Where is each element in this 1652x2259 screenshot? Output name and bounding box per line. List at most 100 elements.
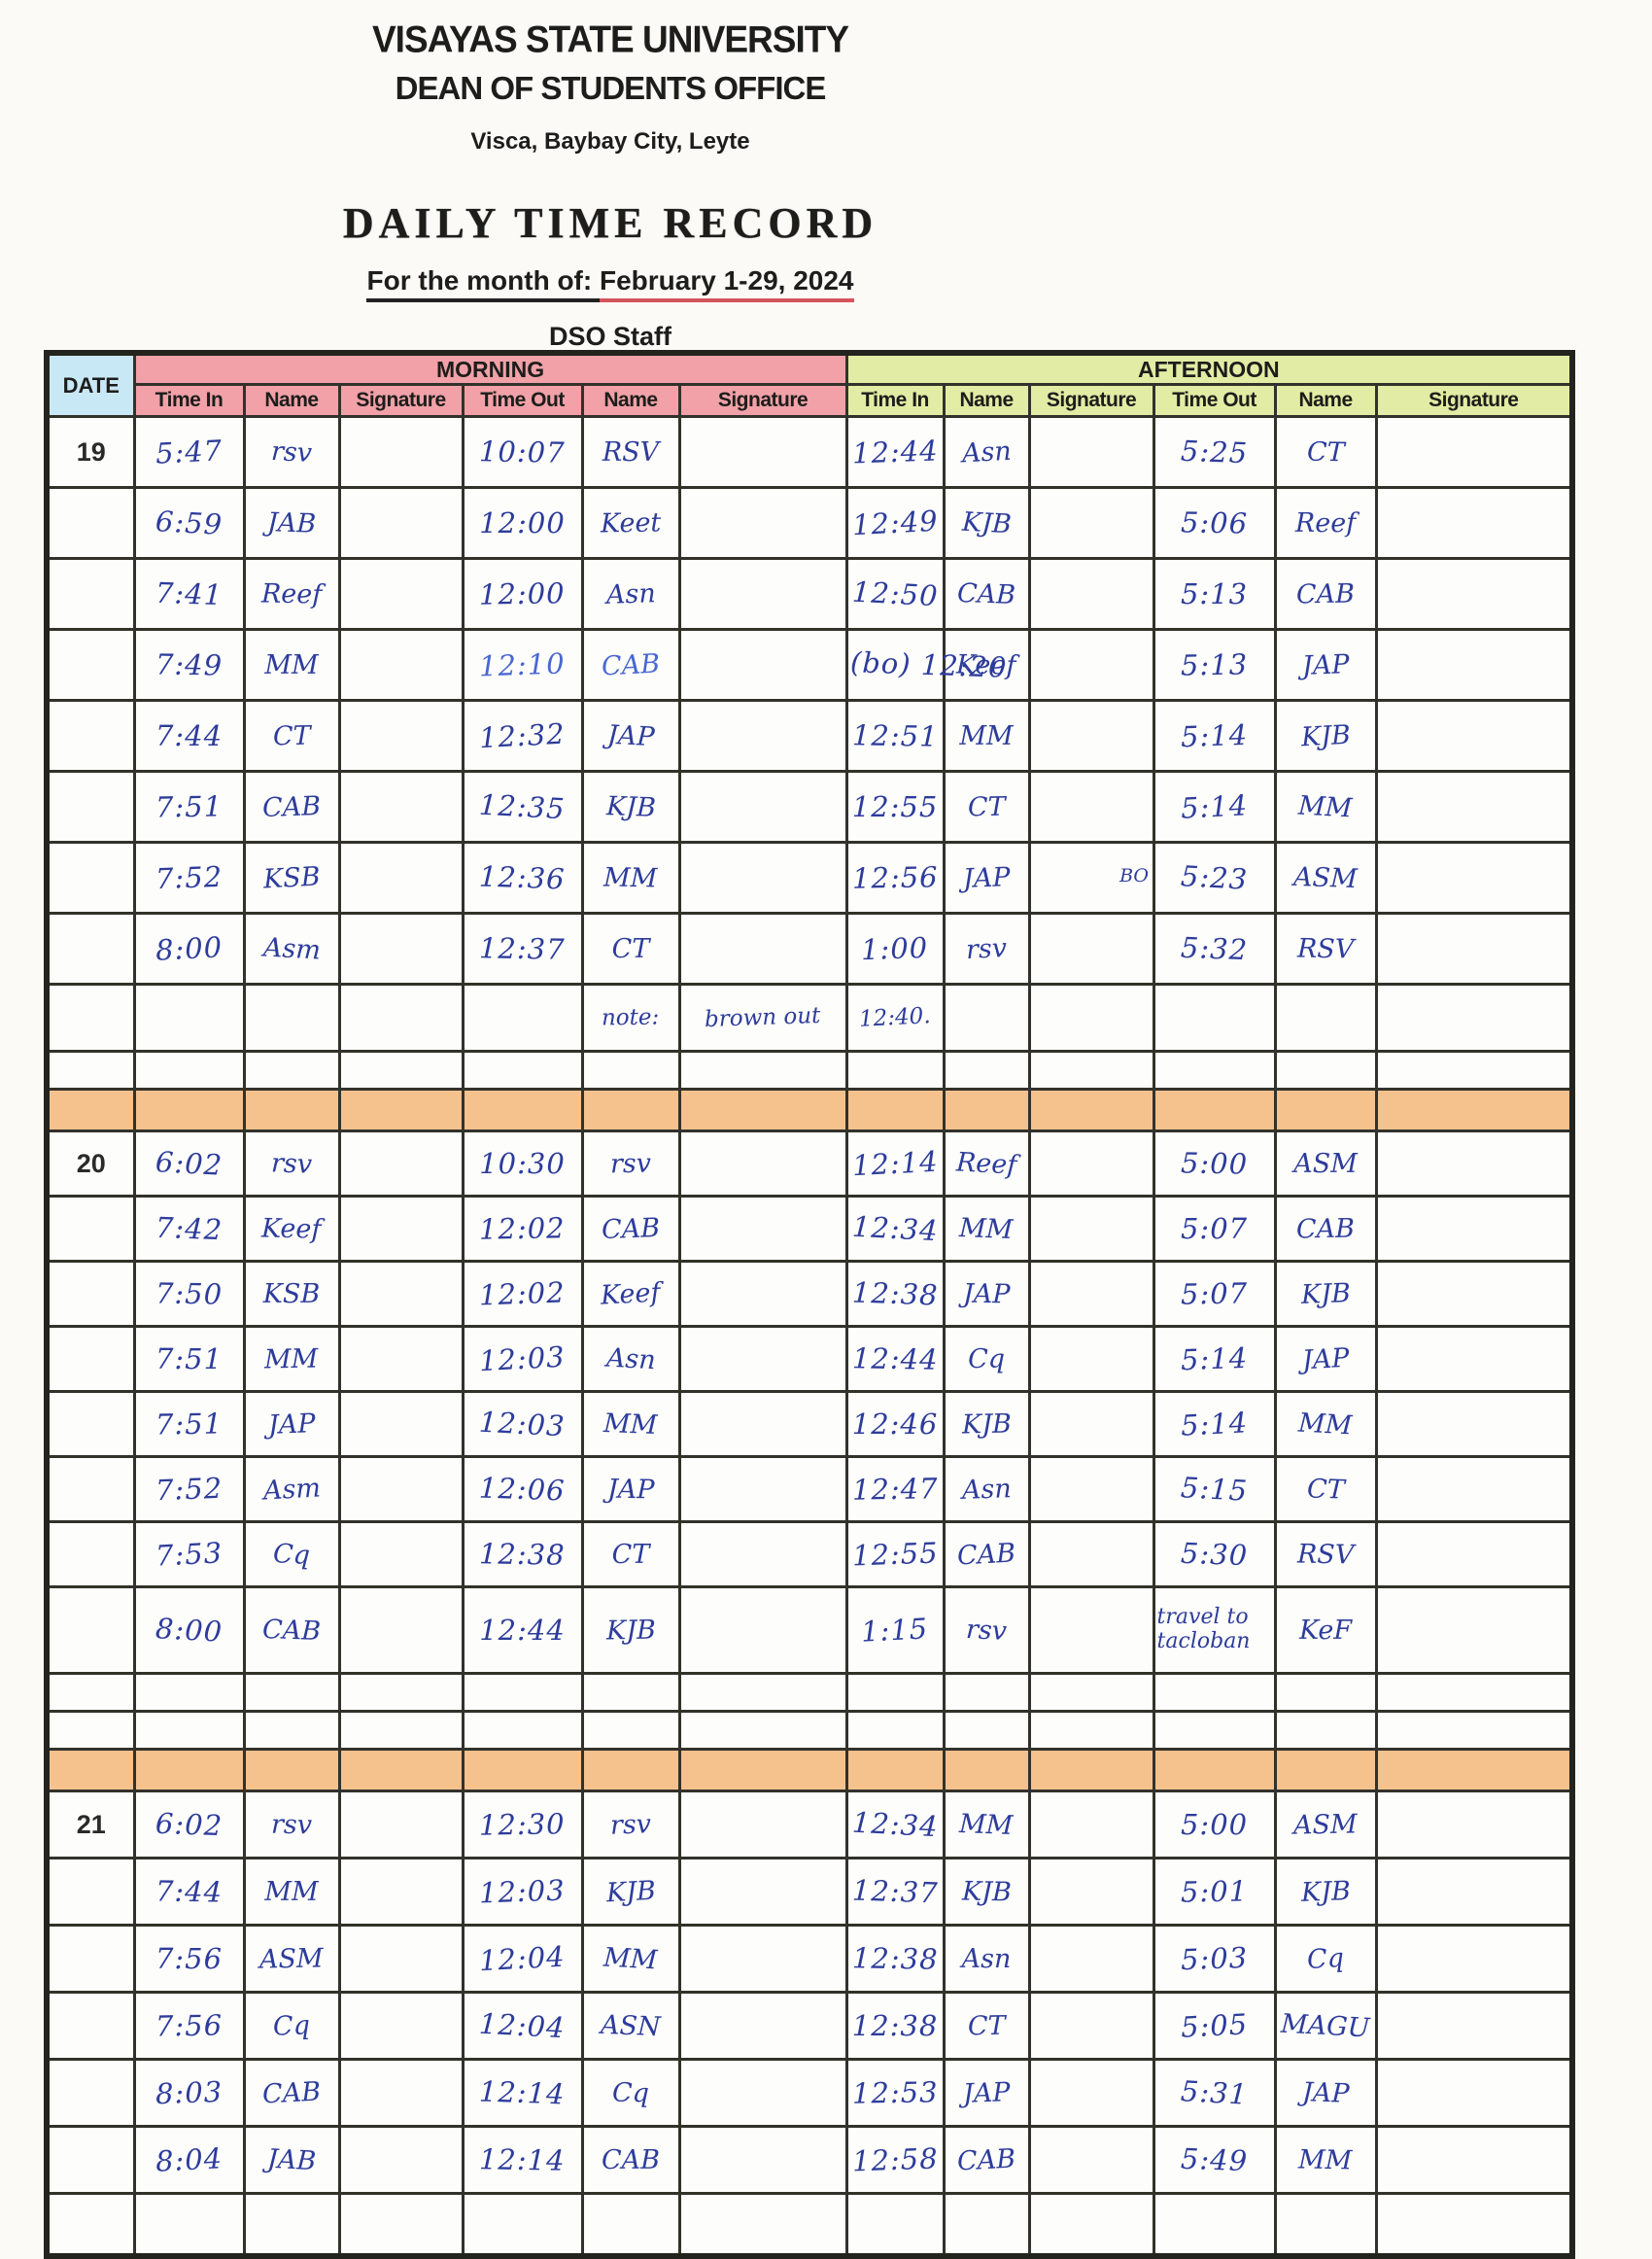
morning-time-out-cell: 12:38 <box>461 1520 584 1588</box>
morning-time-in-cell: 7:44 <box>132 1857 246 1927</box>
handwritten-time: 8:00 <box>155 1612 224 1649</box>
handwritten-time: 10:07 <box>478 434 567 469</box>
record-row: 7:44 MM 12:03 KJB 12:37 KJB 5:01 KJB <box>45 1857 1574 1927</box>
afternoon-time-out-cell: 5:07 <box>1152 1260 1277 1328</box>
handwritten-time: 7:52 <box>155 859 224 896</box>
afternoon-name-cell: CT <box>1273 1455 1378 1523</box>
signature-scribble <box>711 1526 814 1582</box>
date-cell <box>45 1325 136 1393</box>
morning-time-out-cell: 12:14 <box>461 2125 584 2195</box>
record-row: 7:51 CAB 12:35 KJB 12:55 CT 5:14 MM <box>45 770 1574 844</box>
signature-scribble <box>1422 1266 1525 1322</box>
afternoon-name-cell: ASM <box>1273 1130 1378 1198</box>
afternoon-time-out-cell: 5:14 <box>1152 770 1277 844</box>
handwritten-time: 12:37 <box>478 931 567 966</box>
afternoon-signature-cell <box>1374 1520 1574 1588</box>
signature-scribble <box>711 1863 814 1920</box>
morning-name-cell: KJB <box>580 1585 681 1675</box>
handwritten-name: JAP <box>1301 648 1350 681</box>
date-cell <box>45 983 136 1053</box>
doc-title: DAILY TIME RECORD <box>342 199 878 247</box>
signature-scribble <box>358 1334 444 1384</box>
handwritten-name: Asm <box>261 931 322 966</box>
morning-name-cell: KJB <box>580 1857 681 1927</box>
afternoon-signature-cell <box>1374 1585 1574 1675</box>
morning-name-cell: CT <box>580 1520 681 1588</box>
afternoon-time-in-cell: 12:51 <box>844 699 946 773</box>
signature-scribble <box>1049 1336 1134 1383</box>
handwritten-time: 8:04 <box>155 2141 224 2178</box>
separator-cell <box>677 1748 848 1792</box>
morning-signature-cell <box>337 486 465 560</box>
afternoon-signature-cell <box>1027 1520 1155 1588</box>
afternoon-time-in-cell: 12:50 <box>844 557 946 631</box>
afternoon-time-out-cell: 5:13 <box>1152 628 1277 702</box>
signature-annotation: BO <box>1119 865 1149 887</box>
column-header-time-out: Time Out <box>461 383 584 418</box>
afternoon-name-cell: JAP <box>1273 1325 1378 1393</box>
separator-cell <box>942 1088 1031 1132</box>
morning-time-out-cell: 12:03 <box>461 1325 584 1393</box>
morning-signature-cell <box>337 557 465 631</box>
date-column-header: DATE <box>45 351 136 418</box>
morning-signature-cell <box>677 486 848 560</box>
address-line: Visca, Baybay City, Leyte <box>470 128 750 155</box>
handwritten-time: 12:58 <box>851 2141 939 2178</box>
morning-time-in-cell: 8:03 <box>132 2058 246 2128</box>
signature-scribble <box>710 635 815 694</box>
morning-name-cell: KSB <box>242 841 341 915</box>
signature-scribble <box>1422 2130 1527 2189</box>
signature-scribble <box>1034 854 1119 900</box>
afternoon-signature-cell <box>1374 983 1574 1053</box>
handwritten-name: KSB <box>261 860 322 895</box>
record-row: 6:59 JAB 12:00 Keet 12:49 KJB 5:06 Reef <box>45 486 1574 560</box>
afternoon-name-cell: CT <box>942 770 1031 844</box>
morning-time-out-cell: 12:37 <box>461 912 584 986</box>
signature-scribble <box>1422 565 1526 622</box>
afternoon-signature-cell <box>1027 1260 1155 1328</box>
date-cell: 21 <box>45 1790 136 1859</box>
signature-scribble <box>359 1140 444 1188</box>
handwritten-name: KJB <box>1299 719 1352 752</box>
afternoon-signature-cell <box>1374 557 1574 631</box>
date-cell <box>45 1924 136 1994</box>
dtr-table: DATE MORNING AFTERNOON Time In Name Signature… <box>44 350 1576 2259</box>
afternoon-signature-cell <box>1374 415 1574 489</box>
morning-signature-cell <box>337 912 465 986</box>
morning-name-cell: JAP <box>580 1455 681 1523</box>
afternoon-signature-cell <box>1374 770 1574 844</box>
signature-scribble <box>1422 424 1525 480</box>
separator-cell <box>461 1088 584 1132</box>
afternoon-time-out-cell: 5:14 <box>1152 1390 1277 1458</box>
morning-signature-cell <box>337 983 465 1053</box>
morning-time-in-cell: 6:59 <box>132 486 246 560</box>
handwritten-time: 12:03 <box>478 1873 567 1910</box>
date-cell <box>45 1710 136 1751</box>
morning-signature-cell <box>677 1455 848 1523</box>
signature-scribble <box>1049 427 1135 477</box>
month-label: For the month of: <box>366 265 593 302</box>
date-cell: 19 <box>45 415 136 489</box>
signature-scribble <box>1422 493 1527 552</box>
separator-cell <box>1374 1088 1574 1132</box>
signature-scribble <box>1422 1861 1527 1921</box>
morning-signature-cell <box>337 1710 465 1751</box>
handwritten-time: 5:14 <box>1180 788 1249 825</box>
afternoon-time-in-cell: 12:44 <box>844 415 946 489</box>
morning-name-cell: ASM <box>242 1924 341 1994</box>
afternoon-signature-cell <box>1027 486 1155 560</box>
morning-name-cell: JAB <box>242 2125 341 2195</box>
column-header-time-out: Time Out <box>1152 383 1277 418</box>
date-cell <box>45 1455 136 1523</box>
morning-time-in-cell: 6:02 <box>132 1130 246 1198</box>
separator-cell <box>1027 1748 1155 1792</box>
date-cell <box>45 1520 136 1588</box>
morning-name-cell: KJB <box>580 770 681 844</box>
separator-cell <box>580 1088 681 1132</box>
column-header-name: Name <box>580 383 681 418</box>
morning-time-in-cell: 7:50 <box>132 1260 246 1328</box>
handwritten-name: CAB <box>956 1537 1016 1572</box>
afternoon-name-cell <box>1273 983 1378 1053</box>
handwritten-time: 12:00 <box>479 506 566 539</box>
morning-time-in-cell <box>132 983 246 1053</box>
